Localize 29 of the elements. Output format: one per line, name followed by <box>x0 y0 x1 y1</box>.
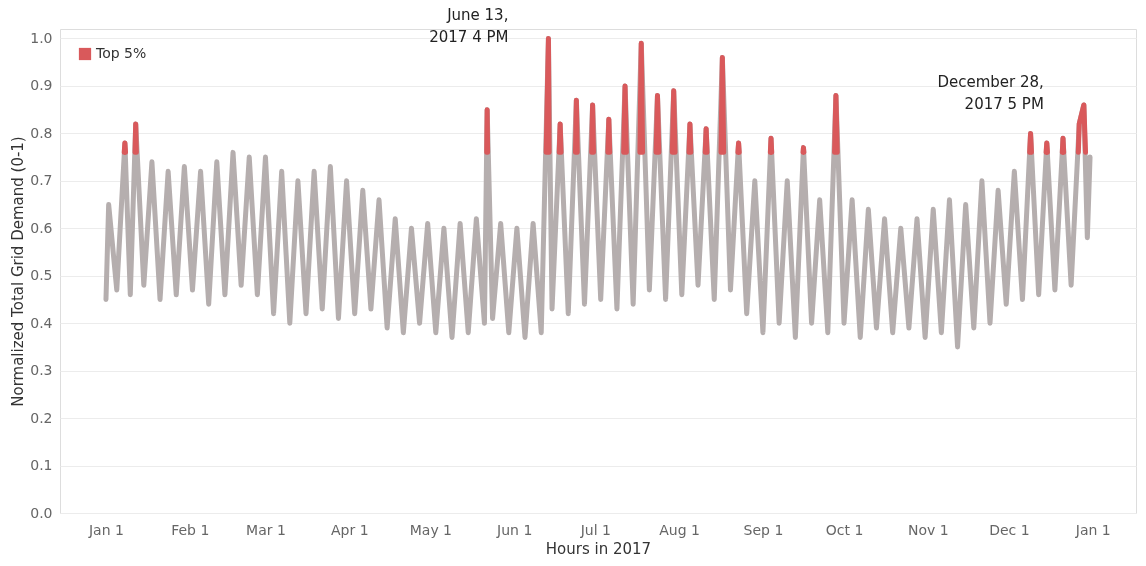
x-tick-label: May 1 <box>409 521 453 538</box>
x-tick-label: Sep 1 <box>743 521 784 538</box>
y-tick-label: 0.5 <box>30 267 53 284</box>
y-tick-label: 0.6 <box>30 219 53 236</box>
x-axis-title: Hours in 2017 <box>545 539 652 558</box>
y-axis-title: Normalized Total Grid Demand (0-1) <box>9 136 28 407</box>
x-tick-label: Oct 1 <box>825 521 864 538</box>
x-tick-label: Jan 1 <box>87 521 124 538</box>
y-tick-label: 0.2 <box>30 409 53 426</box>
x-tick-label: Apr 1 <box>330 521 369 538</box>
y-tick-label: 0.1 <box>30 457 53 474</box>
y-tick-label: 0.4 <box>30 314 53 331</box>
y-tick-label: 0.7 <box>30 172 53 189</box>
x-tick-label: Jun 1 <box>496 521 533 538</box>
y-tick-label: 0.9 <box>30 77 53 94</box>
x-tick-label: Dec 1 <box>989 521 1030 538</box>
x-tick-label: Mar 1 <box>246 521 286 538</box>
annotation: June 13, 2017 4 PM <box>429 6 509 47</box>
legend-label: Top 5% <box>95 45 147 61</box>
y-tick-label: 1.0 <box>30 29 53 46</box>
x-tick-label: Aug 1 <box>659 521 700 538</box>
y-tick-label: 0.3 <box>30 362 53 379</box>
y-tick-label: 0.0 <box>30 504 53 521</box>
x-tick-label: Feb 1 <box>171 521 210 538</box>
x-tick-label: Nov 1 <box>907 521 949 538</box>
x-tick-label: Jan 1 <box>1074 521 1111 538</box>
x-tick-label: Jul 1 <box>579 521 611 538</box>
y-tick-label: 0.8 <box>30 124 53 141</box>
annotation: December 28, 2017 5 PM <box>937 72 1044 113</box>
